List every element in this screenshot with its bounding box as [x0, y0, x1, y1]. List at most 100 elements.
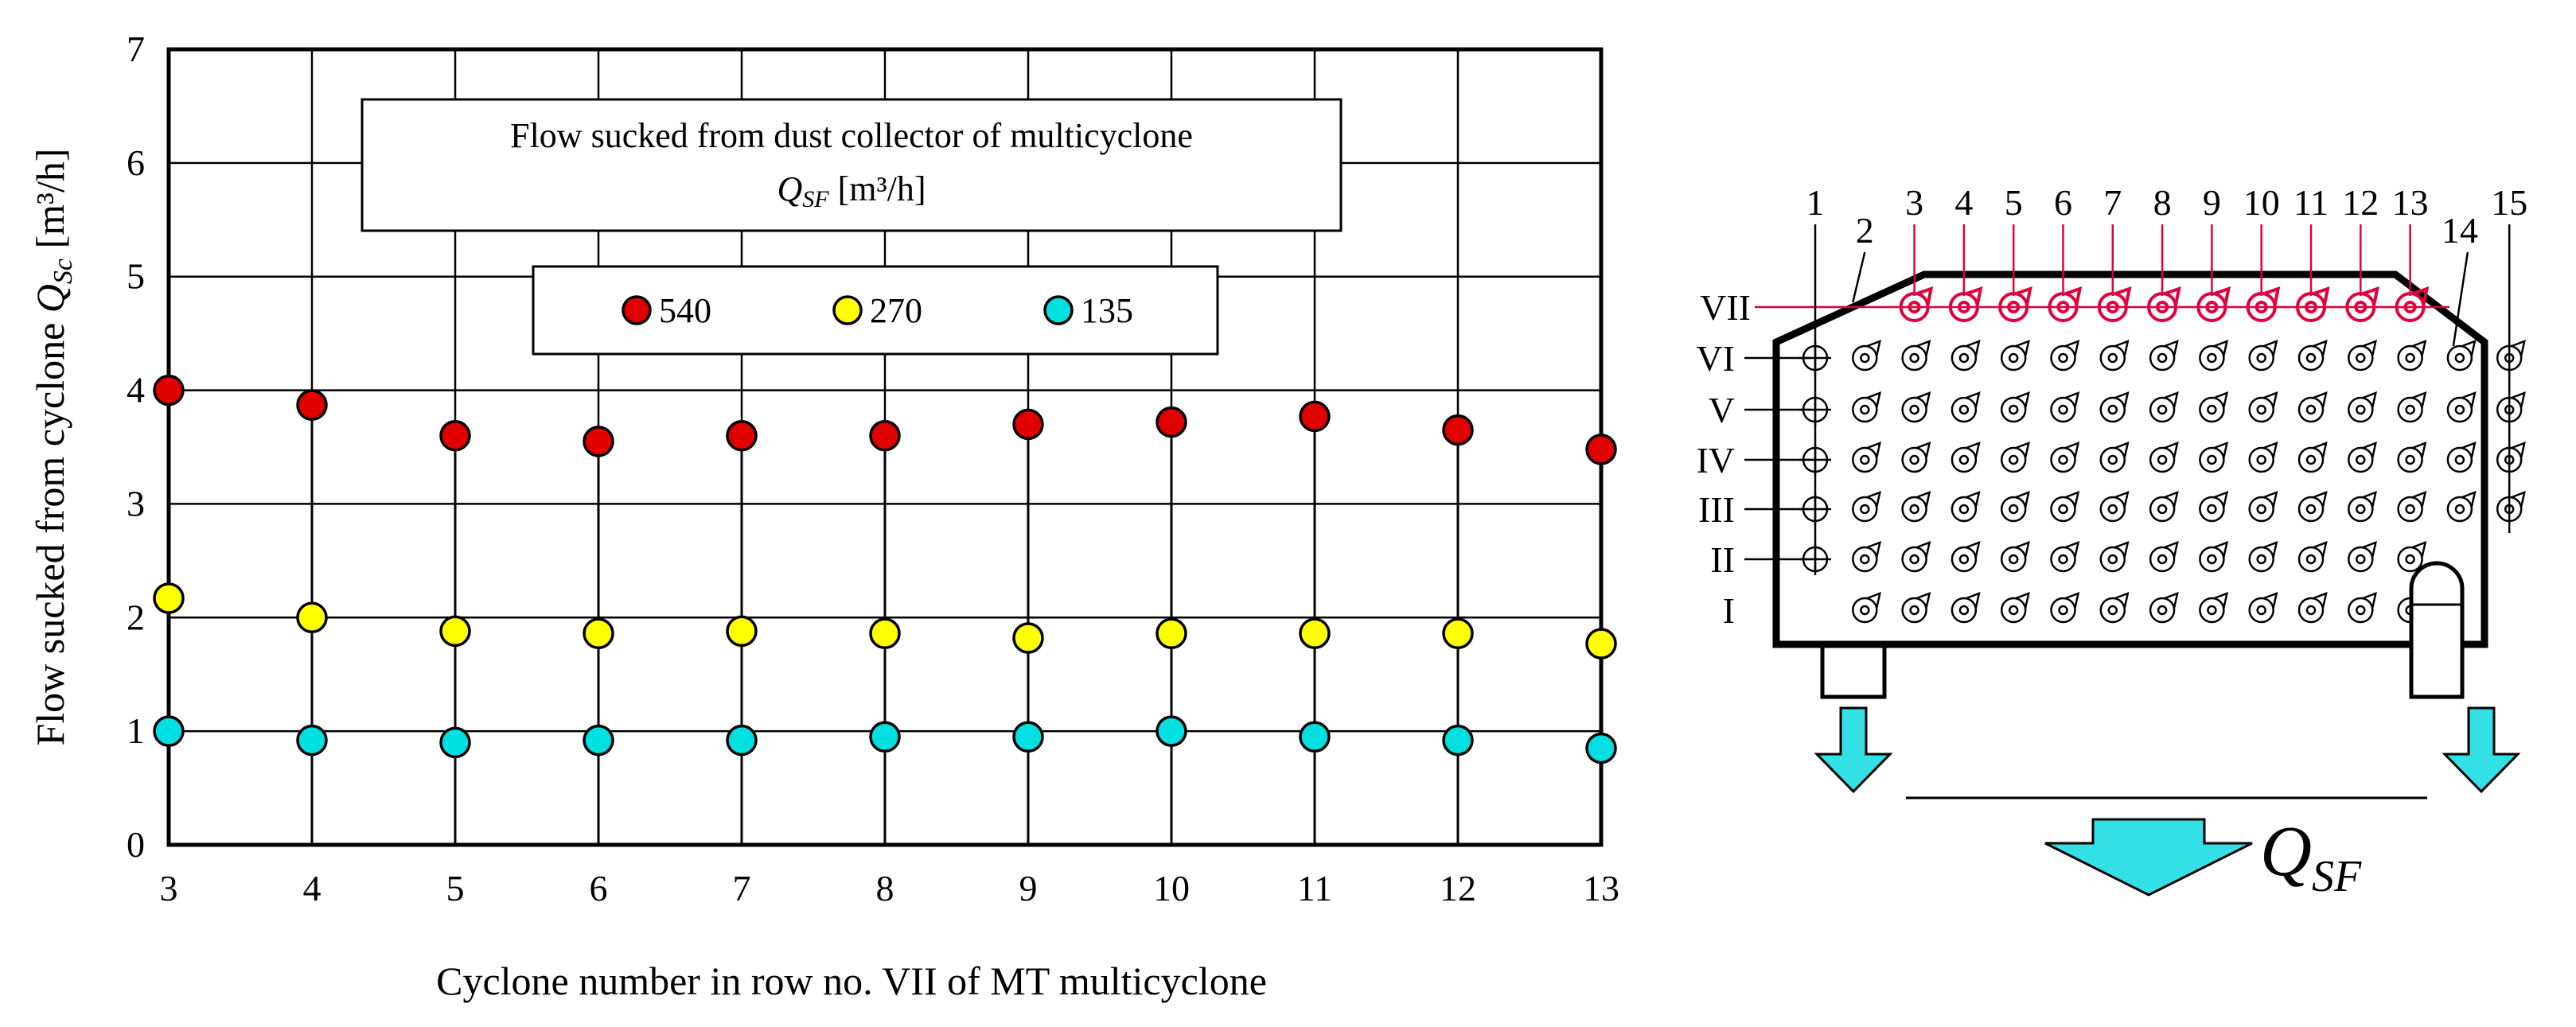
- cyclone-IV-2: [1852, 442, 1882, 473]
- cyclone-V-10: [2248, 391, 2278, 423]
- cyclone-VI-11: [2297, 340, 2328, 372]
- y-tick-labels: 0 1 2 3 4 5 6 7: [127, 29, 145, 865]
- cyclone-III-5: [2000, 491, 2030, 523]
- x-tick-6: 6: [590, 868, 608, 908]
- cyclone-IV-14: [2446, 442, 2477, 473]
- cyclone-V-3: [1901, 391, 1931, 423]
- x-tick-11: 11: [1297, 868, 1332, 908]
- cyclone-I-5: [2000, 592, 2030, 624]
- cyclone-II-11: [2297, 541, 2328, 573]
- cyclone-VI-4: [1951, 340, 1981, 372]
- row-label-III: III: [1698, 489, 1735, 530]
- cyclone-II-5: [2000, 541, 2030, 573]
- x-tick-3: 3: [160, 868, 178, 908]
- column-label-5: 5: [2005, 182, 2023, 223]
- cyclone-II-4: [1951, 541, 1981, 573]
- cyclone-VII-13: [2395, 286, 2430, 322]
- point-135-13: [1585, 732, 1617, 764]
- right-hopper: [2409, 561, 2465, 699]
- x-tick-4: 4: [303, 868, 322, 908]
- cyclone-II-1: [1799, 543, 1831, 575]
- cyclone-VI-13: [2397, 340, 2427, 372]
- cyclone-III-13: [2397, 491, 2427, 523]
- cyclone-VII-9: [2196, 286, 2231, 322]
- left-hopper: [1820, 644, 1887, 699]
- point-540-5: [439, 419, 471, 452]
- point-135-8: [869, 721, 901, 753]
- cyclone-IV-11: [2297, 442, 2328, 473]
- cyclone-VII-12: [2345, 286, 2379, 322]
- cyclone-IV-3: [1901, 442, 1931, 473]
- legend-label-135: 135: [1081, 291, 1133, 330]
- cyclone-III-14: [2446, 491, 2477, 523]
- cyclone-VI-5: [2000, 340, 2030, 372]
- cyclone-II-7: [2099, 541, 2130, 573]
- cyclone-I-6: [2050, 592, 2080, 624]
- cyclone-VII-5: [1998, 286, 2032, 322]
- column-label-11: 11: [2293, 182, 2329, 223]
- column-label-10: 10: [2243, 182, 2280, 223]
- cyclone-I-3: [1901, 592, 1931, 624]
- y-tick-2: 2: [127, 597, 145, 637]
- column-label-15: 15: [2491, 182, 2527, 223]
- cyclone-VI-8: [2149, 340, 2179, 372]
- point-540-13: [1585, 434, 1617, 465]
- cyclone-II-3: [1901, 541, 1931, 573]
- cyclone-IV-10: [2248, 442, 2278, 473]
- cyclone-I-7: [2099, 592, 2130, 624]
- left-outlet-arrow: [1814, 706, 1893, 794]
- cyclone-III-7: [2099, 491, 2130, 523]
- point-270-11: [1299, 617, 1331, 650]
- cyclone-VII-6: [2048, 286, 2083, 322]
- cyclone-I-9: [2199, 592, 2229, 624]
- point-270-13: [1585, 628, 1617, 659]
- cyclone-IV-12: [2348, 442, 2378, 473]
- cyclone-V-6: [2050, 391, 2080, 423]
- cyclone-IV-5: [2000, 442, 2030, 473]
- cyclone-II-10: [2248, 541, 2278, 573]
- row-label-IV: IV: [1696, 440, 1735, 480]
- point-270-7: [726, 615, 758, 648]
- column-label-13: 13: [2392, 182, 2429, 223]
- cyclone-V-8: [2149, 391, 2179, 423]
- cyclone-VII-8: [2147, 286, 2181, 322]
- row-leader-lines: [1744, 305, 2449, 561]
- point-270-4: [296, 601, 328, 634]
- point-540-7: [726, 419, 758, 452]
- point-540-10: [1155, 406, 1187, 438]
- cyclone-IV-6: [2050, 442, 2080, 473]
- cyclone-VI-3: [1901, 340, 1931, 372]
- point-135-5: [439, 726, 471, 759]
- y-tick-0: 0: [127, 824, 145, 865]
- y-tick-4: 4: [127, 370, 145, 410]
- x-tick-8: 8: [876, 868, 894, 908]
- cyclone-VII-3: [1899, 286, 1934, 322]
- point-540-3: [153, 374, 185, 407]
- x-tick-5: 5: [446, 868, 465, 908]
- annotation-box: Flow sucked from dust collector of multi…: [360, 98, 1343, 232]
- x-tick-9: 9: [1019, 868, 1038, 908]
- cyclone-IV-8: [2149, 442, 2179, 473]
- column-label-14: 14: [2442, 210, 2478, 251]
- cyclone-V-12: [2348, 391, 2378, 423]
- point-135-12: [1442, 724, 1474, 757]
- main-outlet-arrow: [2044, 818, 2253, 897]
- point-270-12: [1442, 617, 1474, 650]
- cyclone-VI-12: [2348, 340, 2378, 372]
- cyclone-III-6: [2050, 491, 2080, 523]
- cyclone-III-8: [2149, 491, 2179, 523]
- legend-label-270: 270: [870, 291, 922, 330]
- x-tick-labels: 3 4 5 6 7 8 9 10 11 12 13: [160, 868, 1620, 908]
- cyclone-IV-13: [2397, 442, 2427, 473]
- x-tick-12: 12: [1440, 868, 1476, 908]
- cyclone-II-13: [2397, 541, 2427, 573]
- cyclone-V-5: [2000, 391, 2030, 423]
- legend-marker-540: [622, 295, 652, 325]
- cyclone-III-11: [2297, 491, 2328, 523]
- point-270-3: [153, 582, 185, 614]
- row-label-VII: VII: [1700, 287, 1751, 328]
- y-tick-5: 5: [127, 256, 145, 297]
- cyclone-II-12: [2348, 541, 2378, 573]
